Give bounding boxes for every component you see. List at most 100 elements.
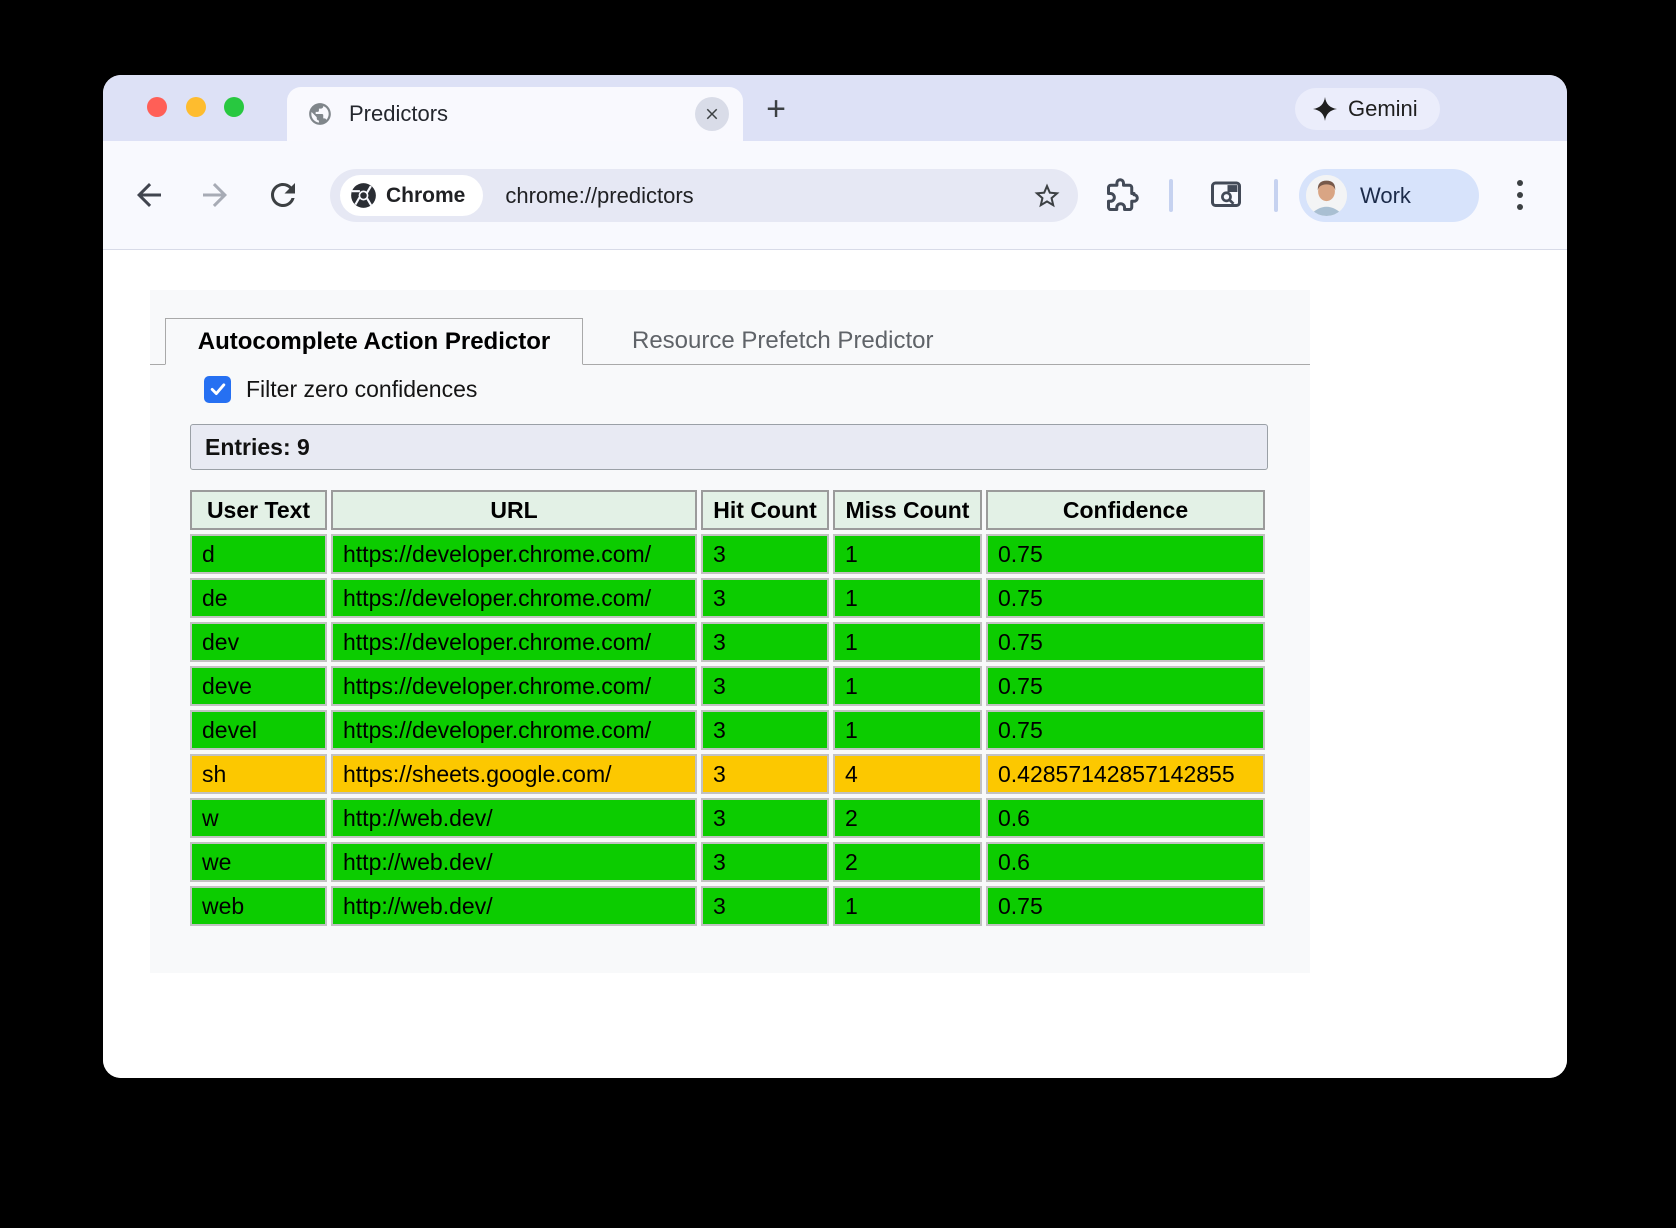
table-row: we http://web.dev/ 3 2 0.6 xyxy=(190,842,1265,882)
cell-url: http://web.dev/ xyxy=(331,842,697,882)
tab-resource-prefetch-predictor[interactable]: Resource Prefetch Predictor xyxy=(632,327,934,354)
plus-icon: + xyxy=(766,89,786,128)
side-panel-search-icon[interactable] xyxy=(1207,177,1245,213)
tab-autocomplete-action-predictor[interactable]: Autocomplete Action Predictor xyxy=(165,318,583,365)
cell-confidence: 0.6 xyxy=(986,798,1265,838)
globe-icon xyxy=(309,103,331,125)
table-row: sh https://sheets.google.com/ 3 4 0.4285… xyxy=(190,754,1265,794)
cell-confidence: 0.75 xyxy=(986,886,1265,926)
column-header-confidence: Confidence xyxy=(986,490,1265,530)
cell-url: https://developer.chrome.com/ xyxy=(331,534,697,574)
new-tab-button[interactable]: + xyxy=(759,89,793,128)
bookmark-star-icon[interactable] xyxy=(1032,181,1062,211)
tab-title: Predictors xyxy=(349,101,449,126)
forward-icon[interactable] xyxy=(197,177,233,213)
cell-miss-count: 2 xyxy=(833,798,982,838)
cell-confidence: 0.75 xyxy=(986,666,1265,706)
extensions-icon[interactable] xyxy=(1104,177,1140,213)
browser-toolbar: Chrome chrome://predictors xyxy=(103,141,1567,250)
predictor-table-body: d https://developer.chrome.com/ 3 1 0.75… xyxy=(190,534,1265,926)
cell-user-text: deve xyxy=(190,666,327,706)
cell-user-text: de xyxy=(190,578,327,618)
address-bar[interactable]: Chrome chrome://predictors xyxy=(330,169,1078,222)
cell-confidence: 0.75 xyxy=(986,534,1265,574)
filter-zero-confidences-checkbox[interactable] xyxy=(204,375,231,403)
cell-miss-count: 4 xyxy=(833,754,982,794)
page-viewport: Autocomplete Action Predictor Resource P… xyxy=(103,251,1567,1078)
macos-zoom-button[interactable] xyxy=(224,97,244,117)
cell-hit-count: 3 xyxy=(701,842,829,882)
gemini-label: Gemini xyxy=(1348,96,1418,121)
page-tab-underline xyxy=(150,364,1310,365)
url-text[interactable]: chrome://predictors xyxy=(505,182,694,208)
predictors-panel: Autocomplete Action Predictor Resource P… xyxy=(150,290,1310,973)
cell-hit-count: 3 xyxy=(701,534,829,574)
entries-count-label: Entries: 9 xyxy=(205,433,310,460)
chrome-chip-label: Chrome xyxy=(386,183,466,207)
cell-miss-count: 1 xyxy=(833,578,982,618)
column-header-hit-count: Hit Count xyxy=(701,490,829,530)
macos-minimize-button[interactable] xyxy=(186,97,206,117)
cell-user-text: d xyxy=(190,534,327,574)
cell-miss-count: 1 xyxy=(833,666,982,706)
column-header-miss-count: Miss Count xyxy=(833,490,982,530)
cell-miss-count: 1 xyxy=(833,534,982,574)
cell-confidence: 0.75 xyxy=(986,578,1265,618)
reload-icon[interactable] xyxy=(265,177,301,213)
cell-miss-count: 1 xyxy=(833,710,982,750)
gemini-button[interactable]: Gemini xyxy=(1295,88,1440,130)
cell-user-text: w xyxy=(190,798,327,838)
cell-hit-count: 3 xyxy=(701,578,829,618)
cell-confidence: 0.6 xyxy=(986,842,1265,882)
cell-miss-count: 1 xyxy=(833,886,982,926)
filter-zero-confidences-label: Filter zero confidences xyxy=(246,375,478,402)
gemini-sparkle-icon xyxy=(1313,97,1337,121)
macos-close-button[interactable] xyxy=(147,97,167,117)
table-header-row: User Text URL Hit Count Miss Count Confi… xyxy=(190,490,1265,530)
cell-hit-count: 3 xyxy=(701,710,829,750)
column-header-url: URL xyxy=(331,490,697,530)
cell-url: https://sheets.google.com/ xyxy=(331,754,697,794)
cell-miss-count: 2 xyxy=(833,842,982,882)
profile-chip[interactable]: Work xyxy=(1299,169,1479,222)
chrome-logo-icon xyxy=(351,183,376,208)
cell-user-text: devel xyxy=(190,710,327,750)
table-row: d https://developer.chrome.com/ 3 1 0.75 xyxy=(190,534,1265,574)
chrome-chip[interactable]: Chrome xyxy=(340,175,484,216)
table-row: deve https://developer.chrome.com/ 3 1 0… xyxy=(190,666,1265,706)
cell-hit-count: 3 xyxy=(701,622,829,662)
browser-window: Predictors + Gemini xyxy=(103,75,1567,1078)
predictors-table: User Text URL Hit Count Miss Count Confi… xyxy=(186,486,1269,930)
cell-user-text: we xyxy=(190,842,327,882)
cell-hit-count: 3 xyxy=(701,666,829,706)
column-header-user-text: User Text xyxy=(190,490,327,530)
table-row: web http://web.dev/ 3 1 0.75 xyxy=(190,886,1265,926)
avatar xyxy=(1306,175,1347,216)
table-row: de https://developer.chrome.com/ 3 1 0.7… xyxy=(190,578,1265,618)
cell-hit-count: 3 xyxy=(701,798,829,838)
cell-user-text: web xyxy=(190,886,327,926)
tab-strip: Predictors + Gemini xyxy=(103,75,1567,141)
table-row: dev https://developer.chrome.com/ 3 1 0.… xyxy=(190,622,1265,662)
cell-user-text: sh xyxy=(190,754,327,794)
cell-url: http://web.dev/ xyxy=(331,886,697,926)
table-row: devel https://developer.chrome.com/ 3 1 … xyxy=(190,710,1265,750)
profile-label: Work xyxy=(1360,182,1411,208)
cell-url: https://developer.chrome.com/ xyxy=(331,622,697,662)
cell-user-text: dev xyxy=(190,622,327,662)
kebab-menu-icon[interactable] xyxy=(1502,177,1538,213)
cell-confidence: 0.42857142857142855 xyxy=(986,754,1265,794)
cell-hit-count: 3 xyxy=(701,754,829,794)
cell-hit-count: 3 xyxy=(701,886,829,926)
cell-url: https://developer.chrome.com/ xyxy=(331,666,697,706)
filter-zero-confidences-row: Filter zero confidences xyxy=(204,374,477,404)
toolbar-divider xyxy=(1169,179,1173,212)
cell-url: http://web.dev/ xyxy=(331,798,697,838)
browser-tab-predictors[interactable]: Predictors xyxy=(287,87,743,141)
cell-confidence: 0.75 xyxy=(986,710,1265,750)
tab-close-button[interactable] xyxy=(695,97,729,131)
cell-confidence: 0.75 xyxy=(986,622,1265,662)
checkmark-icon xyxy=(210,383,225,395)
back-icon[interactable] xyxy=(131,177,167,213)
